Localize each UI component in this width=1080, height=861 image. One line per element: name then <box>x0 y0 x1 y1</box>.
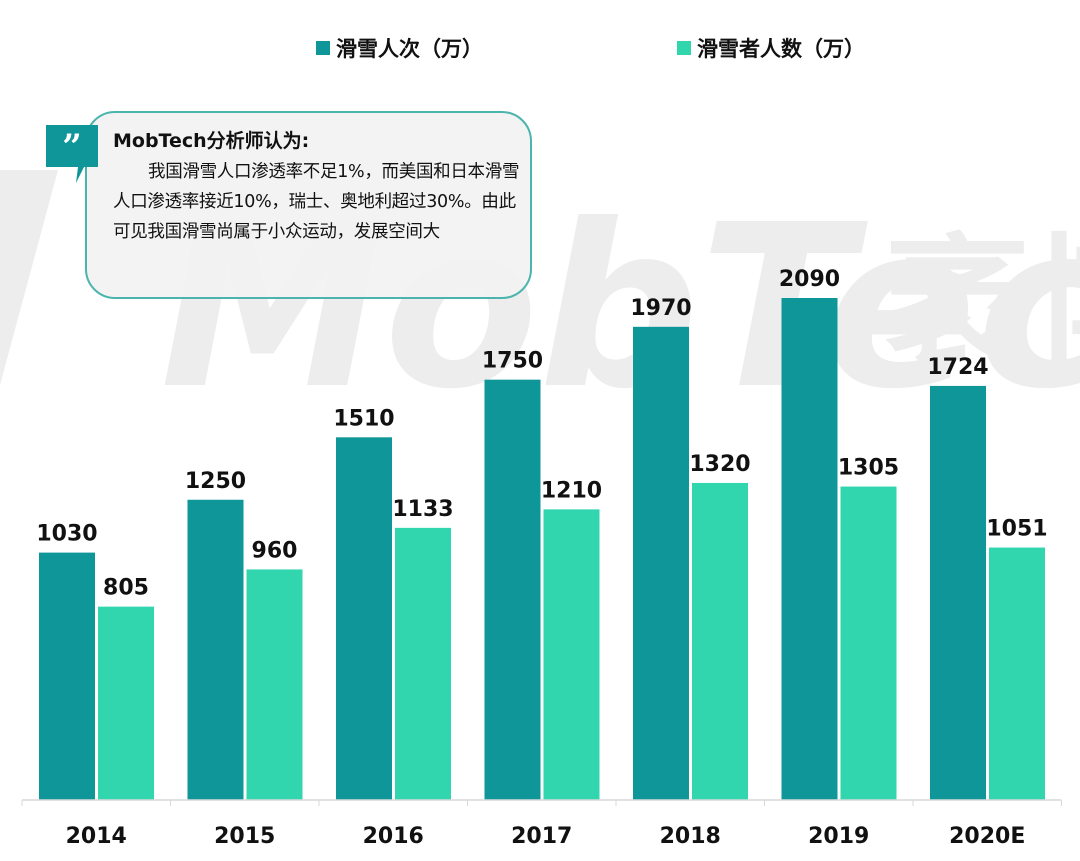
analyst-callout: MobTech分析师认为: 我国滑雪人口渗透率不足1%，而美国和日本滑雪人口渗透… <box>85 111 532 299</box>
bar-visits-2018 <box>633 326 689 800</box>
data-label-visits-2014: 1030 <box>36 522 97 547</box>
data-label-skiers-2019: 1305 <box>838 456 899 481</box>
x-tick-label-2014: 2014 <box>66 824 127 849</box>
data-label-skiers-2016: 1133 <box>392 497 453 522</box>
data-label-visits-2019: 2090 <box>779 267 840 292</box>
bar-skiers-2018 <box>692 482 748 800</box>
callout-body: 我国滑雪人口渗透率不足1%，而美国和日本滑雪人口渗透率接近10%，瑞士、奥地利超… <box>113 162 520 242</box>
quote-icon: ” <box>46 125 98 183</box>
x-axis: 2014 2015 2016 2017 2018 2019 2020E <box>21 799 1062 849</box>
callout-title: MobTech分析师认为: <box>113 130 310 152</box>
watermark-logo <box>0 170 58 385</box>
data-label-skiers-2018: 1320 <box>689 452 750 477</box>
bar-skiers-2019 <box>840 486 897 800</box>
x-tick-label-2018: 2018 <box>660 824 721 849</box>
legend: 滑雪人次（万） 滑雪者人数（万） <box>0 33 1080 63</box>
legend-item-skiers: 滑雪者人数（万） <box>677 33 865 63</box>
bar-skiers-2014 <box>98 606 154 800</box>
svg-text:”: ” <box>62 127 82 167</box>
bar-skiers-2020E <box>989 547 1045 800</box>
data-label-skiers-2014: 805 <box>103 576 149 601</box>
x-tick-label-2017: 2017 <box>511 824 572 849</box>
bar-skiers-2016 <box>395 527 451 800</box>
legend-item-visits: 滑雪人次（万） <box>316 33 483 63</box>
x-tick-label-2019: 2019 <box>808 824 869 849</box>
bars-group: 1030 805 1250 960 1510 1133 1750 1210 1970 1320 20… <box>36 267 1048 800</box>
bar-visits-2015 <box>187 499 244 800</box>
data-label-visits-2016: 1510 <box>333 406 394 431</box>
data-label-visits-2018: 1970 <box>630 296 691 321</box>
bar-visits-2020E <box>930 385 986 800</box>
x-tick-label-2016: 2016 <box>363 824 424 849</box>
bar-visits-2019 <box>781 298 838 800</box>
watermark: MobTech 袤博 <box>0 170 1080 439</box>
x-tick-label-2020E: 2020E <box>949 824 1025 849</box>
bar-visits-2017 <box>484 379 541 800</box>
bar-skiers-2015 <box>246 569 303 800</box>
data-label-visits-2020E: 1724 <box>927 355 988 380</box>
bar-skiers-2017 <box>543 509 600 800</box>
data-label-visits-2017: 1750 <box>482 349 543 374</box>
bar-visits-2016 <box>336 437 392 800</box>
data-label-visits-2015: 1250 <box>185 469 246 494</box>
data-label-skiers-2020E: 1051 <box>986 517 1047 542</box>
data-label-skiers-2015: 960 <box>252 538 298 563</box>
bar-visits-2014 <box>39 552 95 800</box>
legend-swatch-skiers <box>677 41 691 55</box>
legend-swatch-visits <box>316 41 330 55</box>
legend-label-visits: 滑雪人次（万） <box>336 37 483 61</box>
data-label-skiers-2017: 1210 <box>541 478 602 503</box>
watermark-cn-text: 袤博 <box>885 221 1080 390</box>
x-tick-label-2015: 2015 <box>214 824 275 849</box>
legend-label-skiers: 滑雪者人数（万） <box>697 37 865 61</box>
